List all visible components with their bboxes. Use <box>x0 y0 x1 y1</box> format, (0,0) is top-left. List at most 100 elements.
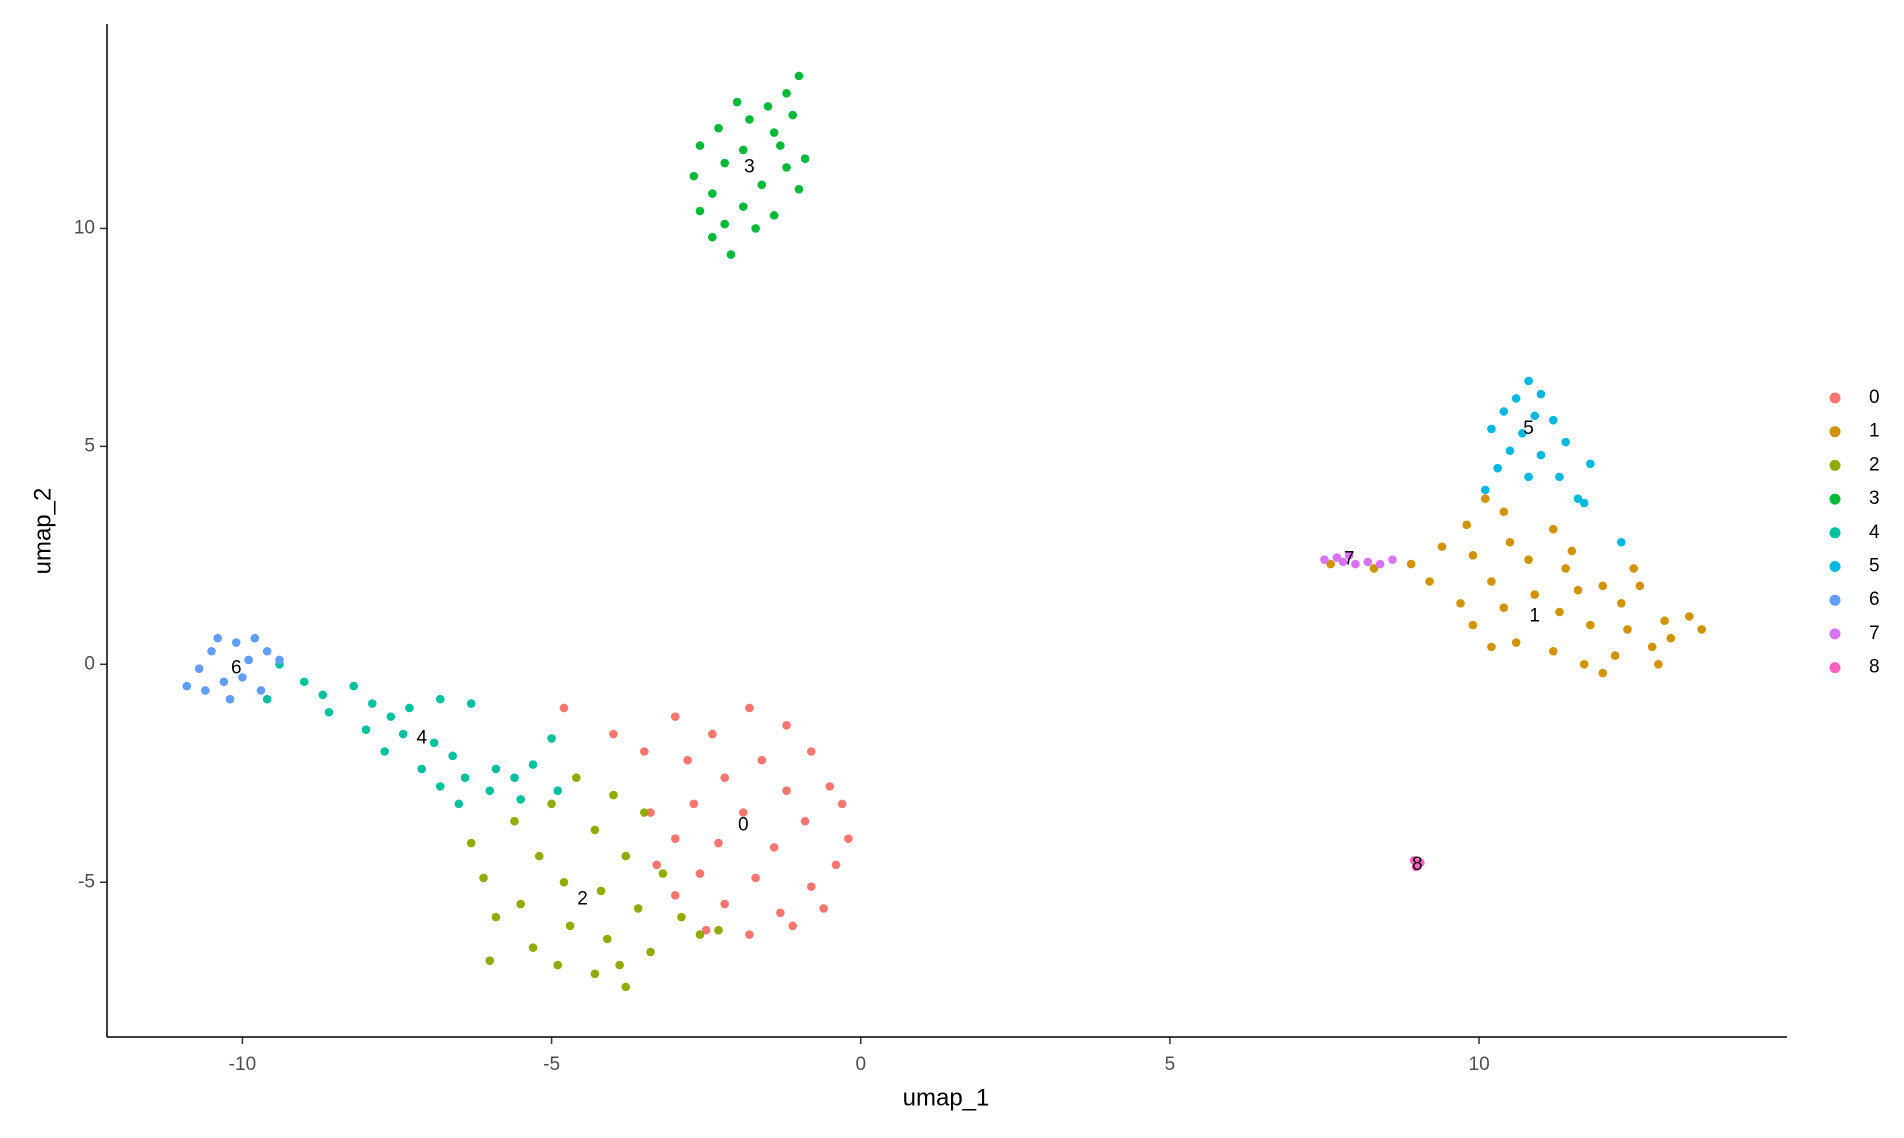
point <box>1616 598 1626 608</box>
point <box>806 747 816 756</box>
point <box>299 677 309 687</box>
point <box>1518 428 1527 438</box>
point <box>714 925 723 935</box>
point <box>1561 564 1570 573</box>
point <box>788 110 798 120</box>
point <box>621 982 631 992</box>
point <box>782 786 791 796</box>
point <box>182 681 192 691</box>
point <box>1579 660 1589 669</box>
point <box>324 707 334 717</box>
x-tick-label: 5 <box>1165 1054 1176 1075</box>
point <box>1320 555 1329 565</box>
point <box>590 825 600 835</box>
point <box>745 703 754 713</box>
point <box>275 655 284 665</box>
legend-key <box>1829 561 1841 572</box>
point <box>738 202 748 211</box>
point <box>1369 564 1379 573</box>
legend-key <box>1829 426 1841 438</box>
point <box>1524 376 1533 386</box>
point <box>640 747 649 756</box>
point <box>1524 555 1533 565</box>
point <box>361 725 371 735</box>
point <box>194 664 204 673</box>
point <box>1548 524 1558 534</box>
point <box>763 102 773 111</box>
point <box>1524 472 1533 482</box>
point <box>435 694 445 704</box>
legend-label: 8 <box>1869 657 1880 678</box>
point <box>1505 446 1515 456</box>
point <box>1487 424 1496 434</box>
point <box>732 97 742 107</box>
point <box>262 694 272 704</box>
point <box>714 838 723 848</box>
point <box>435 782 445 791</box>
point <box>1468 620 1478 630</box>
point <box>1462 520 1472 530</box>
point <box>1480 485 1490 495</box>
point <box>1375 559 1385 569</box>
cluster-label: 2 <box>577 889 588 910</box>
point <box>794 184 804 194</box>
point <box>1629 564 1638 573</box>
point <box>1487 577 1496 586</box>
point <box>1635 581 1645 591</box>
point <box>633 904 643 913</box>
point <box>788 921 798 931</box>
point <box>695 869 705 878</box>
point <box>429 738 439 748</box>
point <box>1536 450 1546 460</box>
point <box>658 869 668 878</box>
point <box>1511 394 1521 403</box>
point <box>1338 557 1348 567</box>
point <box>1493 463 1502 473</box>
point <box>751 873 760 883</box>
point <box>689 171 699 181</box>
point <box>405 703 414 713</box>
point <box>819 904 828 913</box>
point <box>1660 616 1669 626</box>
cluster-label: 6 <box>231 658 242 679</box>
point <box>1530 590 1540 599</box>
point <box>1326 559 1335 569</box>
x-tick-label: 10 <box>1469 1054 1490 1075</box>
point <box>844 834 853 843</box>
point <box>782 163 791 172</box>
point <box>207 646 216 656</box>
point <box>1505 537 1515 547</box>
legend-label: 1 <box>1869 421 1880 442</box>
point <box>769 211 779 220</box>
point <box>738 145 748 155</box>
point <box>708 729 717 739</box>
point <box>1647 642 1657 652</box>
point <box>213 633 222 643</box>
legend-key <box>1829 459 1841 471</box>
point <box>769 843 779 852</box>
point <box>1697 625 1706 634</box>
point <box>547 734 556 743</box>
point <box>800 816 810 826</box>
point <box>528 943 538 952</box>
point <box>751 224 760 233</box>
legend-label: 5 <box>1869 556 1880 577</box>
legend-label: 7 <box>1869 623 1880 644</box>
point <box>1573 494 1583 503</box>
cluster-label: 1 <box>1529 605 1540 626</box>
point <box>701 925 711 935</box>
point <box>466 699 476 708</box>
point <box>262 646 272 656</box>
point <box>1561 437 1570 447</box>
point <box>1511 638 1521 647</box>
point <box>800 154 810 163</box>
legend-label: 3 <box>1869 488 1880 509</box>
point <box>1573 585 1583 595</box>
point <box>640 808 649 817</box>
point <box>1456 598 1465 608</box>
point <box>670 891 680 900</box>
point <box>695 930 705 939</box>
point <box>708 189 717 198</box>
point <box>695 141 705 150</box>
point <box>1579 498 1589 508</box>
